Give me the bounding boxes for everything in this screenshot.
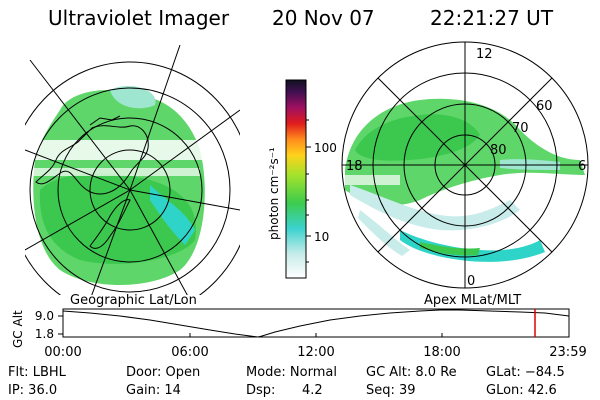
gc-altitude-info: GC Alt: 8.0 Re (366, 365, 457, 380)
instrument-title: Ultraviolet Imager (48, 6, 230, 30)
dsp-label: Dsp: (246, 383, 276, 398)
time-tick-1200: 12:00 (297, 345, 334, 360)
mlat-label-60: 60 (536, 99, 553, 114)
time-tick-2359: 23:59 (549, 345, 586, 360)
mlt-label-6: 6 (578, 159, 586, 174)
mode-info: Mode: Normal (246, 365, 337, 380)
dsp-value: 4.2 (302, 383, 323, 398)
geographic-map (25, 45, 240, 295)
observation-time: 22:21:27 UT (430, 6, 554, 30)
gain-info: Gain: 14 (126, 383, 181, 398)
apex-polar-map: 12 18 6 0 60 70 80 (341, 41, 589, 289)
mlat-label-80: 80 (490, 143, 507, 158)
altitude-axis-label: GC Alt (11, 310, 25, 348)
observation-date: 20 Nov 07 (272, 6, 375, 30)
altitude-plot: 9.0 1.8 GC Alt 00:00 06:00 12:00 18:00 2… (11, 308, 587, 360)
geo-longitude-info: GLon: 42.6 (486, 383, 557, 398)
mlt-label-12: 12 (476, 47, 493, 62)
polar-grid (341, 41, 589, 289)
aurora-emission-left (30, 85, 215, 285)
altitude-tick-1-8: 1.8 (35, 327, 54, 341)
geo-latitude-info: GLat: −84.5 (486, 365, 565, 380)
time-tick-1800: 18:00 (423, 345, 460, 360)
mlat-label-70: 70 (512, 121, 529, 136)
colorbar-gradient (285, 79, 307, 279)
lat-lon-grid (25, 45, 240, 295)
geographic-caption: Geographic Lat/Lon (70, 293, 197, 308)
colorbar-axis-label: photon cm⁻²s⁻¹ (267, 147, 281, 240)
ip-info: IP: 36.0 (8, 383, 58, 398)
altitude-tick-9: 9.0 (35, 309, 54, 323)
altitude-curve (62, 309, 570, 338)
colorbar-label-100: 100 (314, 141, 337, 155)
colorbar: 100 10 photon cm⁻²s⁻¹ (267, 79, 337, 279)
time-tick-0600: 06:00 (171, 345, 208, 360)
sequence-info: Seq: 39 (366, 383, 416, 398)
colorbar-label-10: 10 (314, 230, 329, 244)
mlt-label-0: 0 (467, 274, 475, 289)
door-info: Door: Open (126, 365, 201, 380)
mlt-label-18: 18 (346, 159, 363, 174)
apex-caption: Apex MLat/MLT (424, 293, 521, 308)
filter-info: Flt: LBHL (8, 365, 66, 380)
time-tick-0000: 00:00 (44, 345, 81, 360)
